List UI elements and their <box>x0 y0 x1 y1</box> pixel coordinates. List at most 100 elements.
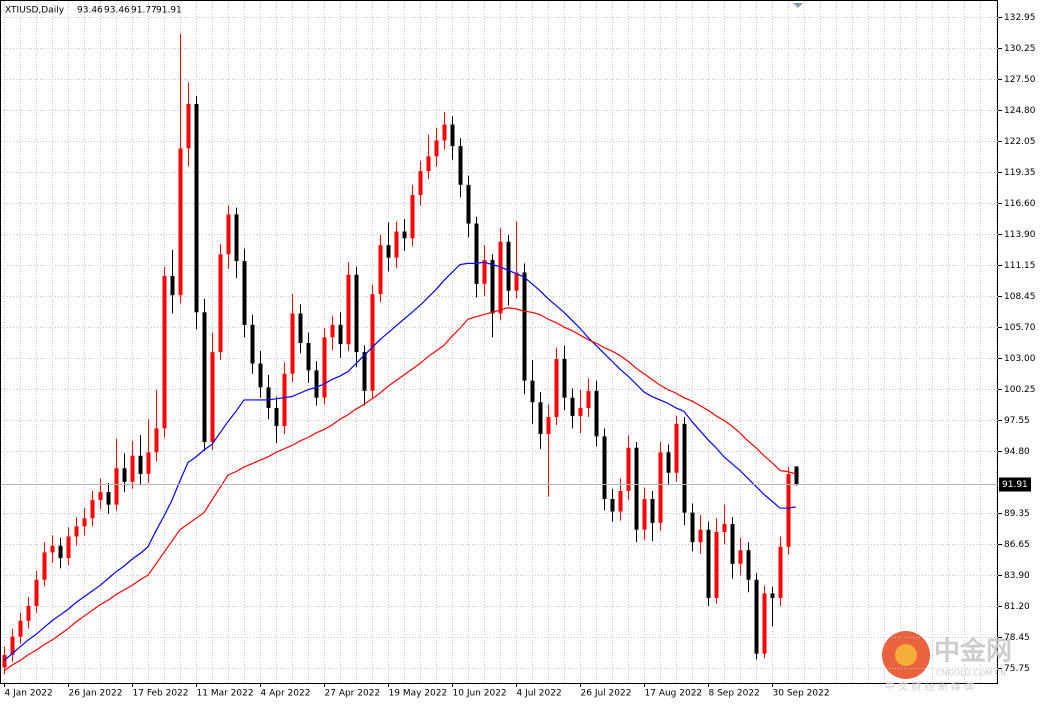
watermark-title: 中金网 <box>934 636 1012 667</box>
candle-body <box>586 390 591 408</box>
candle-body <box>50 545 55 553</box>
candle-body <box>594 390 599 437</box>
candle-body <box>394 231 399 258</box>
x-tick-label: 4 Apr 2022 <box>261 689 311 699</box>
shift-marker <box>793 3 803 8</box>
candle-body <box>418 171 423 196</box>
x-tick-label: 27 Apr 2022 <box>325 689 381 699</box>
candle-body <box>106 492 111 505</box>
candle-body <box>90 500 95 519</box>
x-tick-label: 4 Jul 2022 <box>517 689 562 699</box>
watermark-site: CNGOLD.COM.CN <box>936 669 1006 678</box>
candle-body <box>442 124 447 141</box>
y-tick-label: 108.45 <box>1004 292 1036 302</box>
header-close: 91.91 <box>156 6 182 16</box>
header-low: 91.77 <box>131 6 157 16</box>
y-tick-label: 75.75 <box>1004 664 1030 674</box>
candle-body <box>602 436 607 499</box>
candle-body <box>466 184 471 224</box>
candle-body <box>322 337 327 398</box>
candle-body <box>498 241 503 314</box>
candle-body <box>194 104 199 313</box>
candle-body <box>346 274 351 345</box>
candle-body <box>218 254 223 353</box>
candle-body <box>474 223 479 284</box>
candle-body <box>490 259 495 314</box>
candle-body <box>386 245 391 258</box>
candle-body <box>682 423 687 513</box>
y-tick-label: 83.90 <box>1004 571 1030 581</box>
candle-body <box>290 313 295 374</box>
y-tick-label: 105.70 <box>1004 323 1036 333</box>
candle-body <box>242 261 247 325</box>
y-tick-label: 81.20 <box>1004 602 1030 612</box>
watermark-logo-inner <box>895 644 917 666</box>
candle-body <box>58 545 63 559</box>
y-tick-label: 127.50 <box>1004 75 1036 85</box>
candle-body <box>626 447 631 491</box>
x-tick-label: 11 Mar 2022 <box>197 689 254 699</box>
candle-body <box>714 531 719 598</box>
x-tick-label: 4 Jan 2022 <box>5 689 53 699</box>
candle-body <box>618 490 623 512</box>
candle-body <box>450 124 455 147</box>
candle-body <box>562 358 567 398</box>
candle-body <box>178 148 183 296</box>
candle-body <box>10 636 15 655</box>
y-tick-label: 94.80 <box>1004 447 1030 457</box>
candle-body <box>410 195 415 239</box>
y-tick-label: 116.60 <box>1004 199 1036 209</box>
candle-body <box>642 498 647 530</box>
candle-body <box>538 402 543 435</box>
candle-body <box>258 363 263 388</box>
candle-body <box>570 397 575 416</box>
y-tick-label: 100.25 <box>1004 385 1036 395</box>
candle-body <box>546 417 551 435</box>
x-tick-label: 17 Aug 2022 <box>645 689 703 699</box>
candle-body <box>426 156 431 172</box>
y-tick-label: 130.25 <box>1004 44 1036 54</box>
candle-body <box>402 231 407 239</box>
header-open: 93.46 <box>77 6 103 16</box>
candle-body <box>770 593 775 598</box>
candle-body <box>762 593 767 654</box>
candle-body <box>698 529 703 543</box>
candle-body <box>226 214 231 255</box>
candle-body <box>154 428 159 453</box>
candle-body <box>250 324 255 364</box>
candle-body <box>82 518 87 527</box>
candle-body <box>514 272 519 291</box>
candle-body <box>162 275 167 429</box>
candle-body <box>146 452 151 474</box>
y-tick-label: 124.80 <box>1004 106 1036 116</box>
y-tick-label: 78.45 <box>1004 633 1030 643</box>
candle-body <box>330 324 335 338</box>
candle-body <box>274 407 279 427</box>
candle-body <box>434 140 439 157</box>
moving-average <box>3 307 797 672</box>
y-tick-label: 89.35 <box>1004 509 1030 519</box>
y-tick-label: 119.35 <box>1004 168 1036 178</box>
candle-body <box>354 274 359 353</box>
y-tick-label: 103.00 <box>1004 354 1036 364</box>
candle-body <box>738 550 743 564</box>
candle-body <box>634 447 639 530</box>
candle-body <box>130 455 135 482</box>
y-tick-label: 111.15 <box>1004 261 1036 271</box>
candle-body <box>794 466 799 485</box>
candle-body <box>778 546 783 598</box>
y-tick-label: 86.65 <box>1004 540 1030 550</box>
candle-body <box>730 524 735 564</box>
y-tick-label: 97.55 <box>1004 416 1030 426</box>
candle-body <box>754 579 759 654</box>
watermark: 中金网 CNGOLD.COM.CN 中 文 财 经 新 媒 体 <box>882 631 1012 693</box>
candle-body <box>34 579 39 606</box>
watermark-tagline: 中 文 财 经 新 媒 体 <box>885 680 974 693</box>
candle-body <box>282 373 287 427</box>
candle-body <box>722 524 727 532</box>
candle-body <box>666 452 671 473</box>
chart-title: XTIUSD,Daily <box>5 6 65 16</box>
candle-body <box>98 492 103 501</box>
